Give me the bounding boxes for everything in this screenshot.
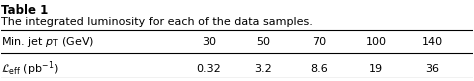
Text: 0.32: 0.32 bbox=[196, 64, 221, 74]
Text: The integrated luminosity for each of the data samples.: The integrated luminosity for each of th… bbox=[1, 17, 313, 27]
Text: 30: 30 bbox=[202, 37, 216, 47]
Text: 8.6: 8.6 bbox=[310, 64, 328, 74]
Text: $\mathcal{L}_{\mathrm{eff}}$ (pb$^{-1}$): $\mathcal{L}_{\mathrm{eff}}$ (pb$^{-1}$) bbox=[1, 59, 59, 78]
Text: 36: 36 bbox=[426, 64, 439, 74]
Text: 70: 70 bbox=[312, 37, 327, 47]
Text: 100: 100 bbox=[365, 37, 386, 47]
Text: 50: 50 bbox=[256, 37, 270, 47]
Text: Min. jet $p_{\mathrm{T}}$ (GeV): Min. jet $p_{\mathrm{T}}$ (GeV) bbox=[1, 35, 94, 49]
Text: 140: 140 bbox=[422, 37, 443, 47]
Text: Table 1: Table 1 bbox=[1, 4, 49, 17]
Text: 3.2: 3.2 bbox=[254, 64, 272, 74]
Text: 19: 19 bbox=[369, 64, 383, 74]
